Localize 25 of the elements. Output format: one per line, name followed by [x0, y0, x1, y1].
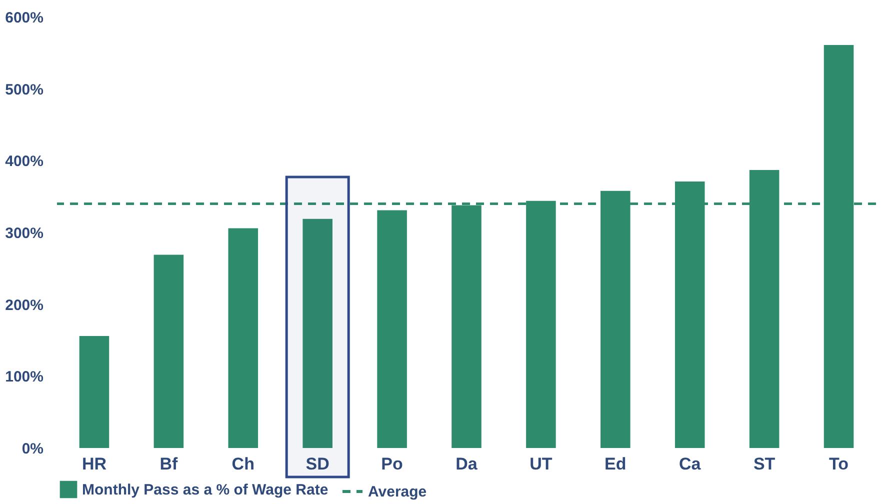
x-tick-label: ST [753, 454, 776, 474]
y-tick-label: 500% [5, 81, 44, 98]
y-tick-label: 300% [5, 225, 44, 242]
bar [377, 210, 407, 448]
y-tick-label: 200% [5, 296, 44, 314]
y-tick-label: 400% [5, 153, 44, 170]
x-tick-label: Bf [160, 454, 178, 474]
bar [79, 336, 110, 448]
x-tick-label: Ed [604, 454, 626, 474]
y-tick-label: 100% [5, 368, 44, 386]
legend-label: Monthly Pass as a % of Wage Rate [82, 482, 328, 498]
x-tick-label: To [829, 454, 849, 474]
x-tick-label: SD [306, 454, 330, 474]
bar [228, 228, 258, 448]
x-tick-label: UT [530, 454, 553, 474]
x-tick-label: HR [82, 454, 107, 474]
x-tick-label: Ca [678, 454, 702, 474]
y-tick-label: 600% [5, 10, 44, 26]
legend-label: Average [368, 484, 427, 500]
y-tick-label: 0% [22, 440, 44, 458]
bar [302, 218, 332, 448]
x-tick-label: Po [381, 454, 403, 474]
x-tick-label: Ch [232, 454, 254, 474]
x-tick-label: Da [456, 454, 478, 474]
bar [154, 254, 184, 448]
